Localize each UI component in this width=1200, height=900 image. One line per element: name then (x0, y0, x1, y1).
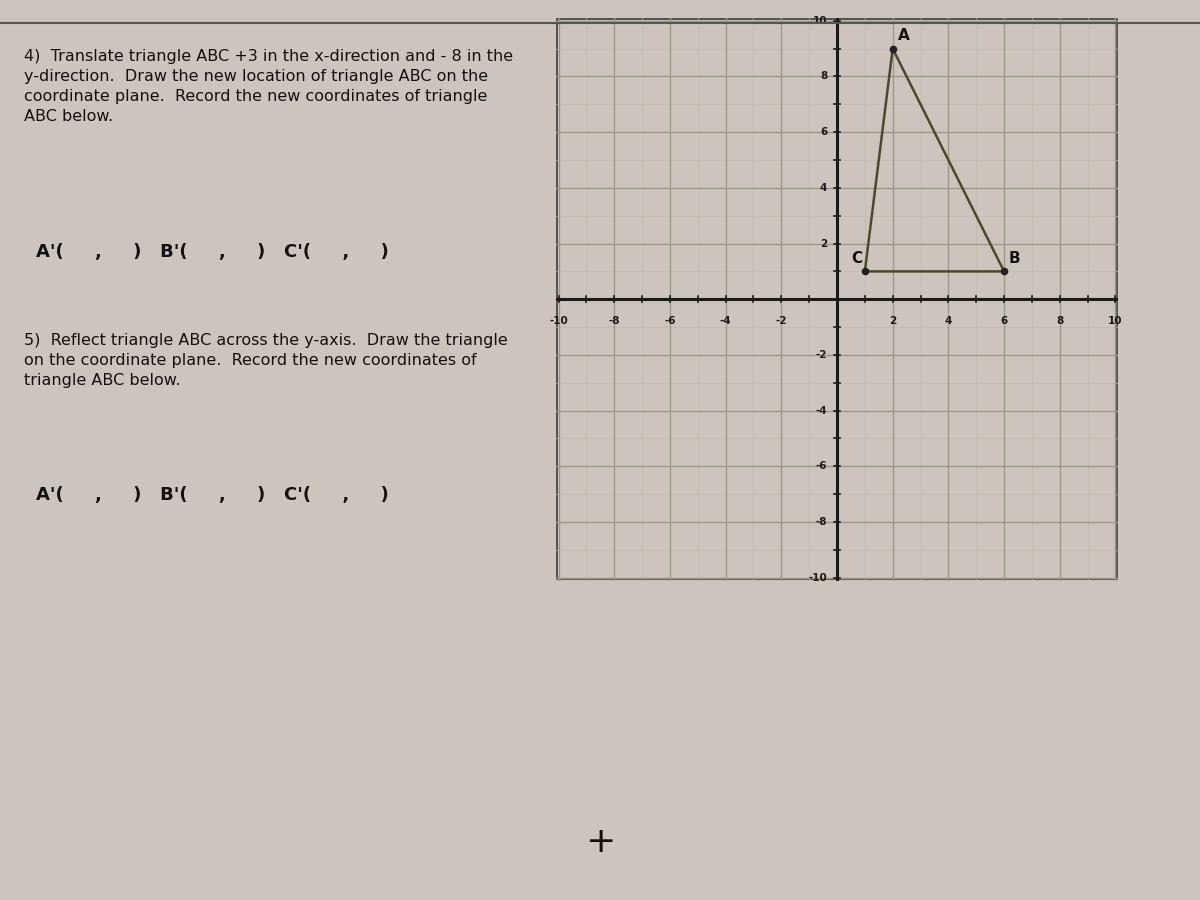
Text: 4)  Translate triangle ABC +3 in the x-direction and - 8 in the
y-direction.  Dr: 4) Translate triangle ABC +3 in the x-di… (24, 50, 514, 124)
Text: 4: 4 (820, 183, 827, 193)
Text: -8: -8 (608, 316, 620, 326)
Text: 10: 10 (1109, 316, 1123, 326)
Text: -10: -10 (550, 316, 568, 326)
Text: 5)  Reflect triangle ABC across the y-axis.  Draw the triangle
on the coordinate: 5) Reflect triangle ABC across the y-axi… (24, 333, 508, 388)
Text: C: C (851, 251, 862, 266)
Text: 8: 8 (820, 71, 827, 82)
Text: 4: 4 (944, 316, 952, 326)
Text: -2: -2 (775, 316, 787, 326)
Text: 2: 2 (820, 238, 827, 248)
Text: 6: 6 (1001, 316, 1008, 326)
Text: -4: -4 (816, 406, 827, 416)
Text: 10: 10 (812, 16, 827, 26)
Text: A'(     ,     )   B'(     ,     )   C'(     ,     ): A'( , ) B'( , ) C'( , ) (36, 243, 389, 261)
Text: -8: -8 (816, 517, 827, 527)
Text: -10: -10 (809, 572, 827, 582)
Text: +: + (584, 824, 616, 859)
Text: 6: 6 (820, 127, 827, 137)
Text: -6: -6 (664, 316, 676, 326)
Text: -6: -6 (816, 462, 827, 472)
Text: 2: 2 (889, 316, 896, 326)
Text: A'(     ,     )   B'(     ,     )   C'(     ,     ): A'( , ) B'( , ) C'( , ) (36, 486, 389, 504)
Text: B: B (1008, 251, 1020, 266)
Text: -4: -4 (720, 316, 732, 326)
Text: -2: -2 (816, 350, 827, 360)
Text: 8: 8 (1056, 316, 1063, 326)
Text: A: A (899, 28, 910, 43)
